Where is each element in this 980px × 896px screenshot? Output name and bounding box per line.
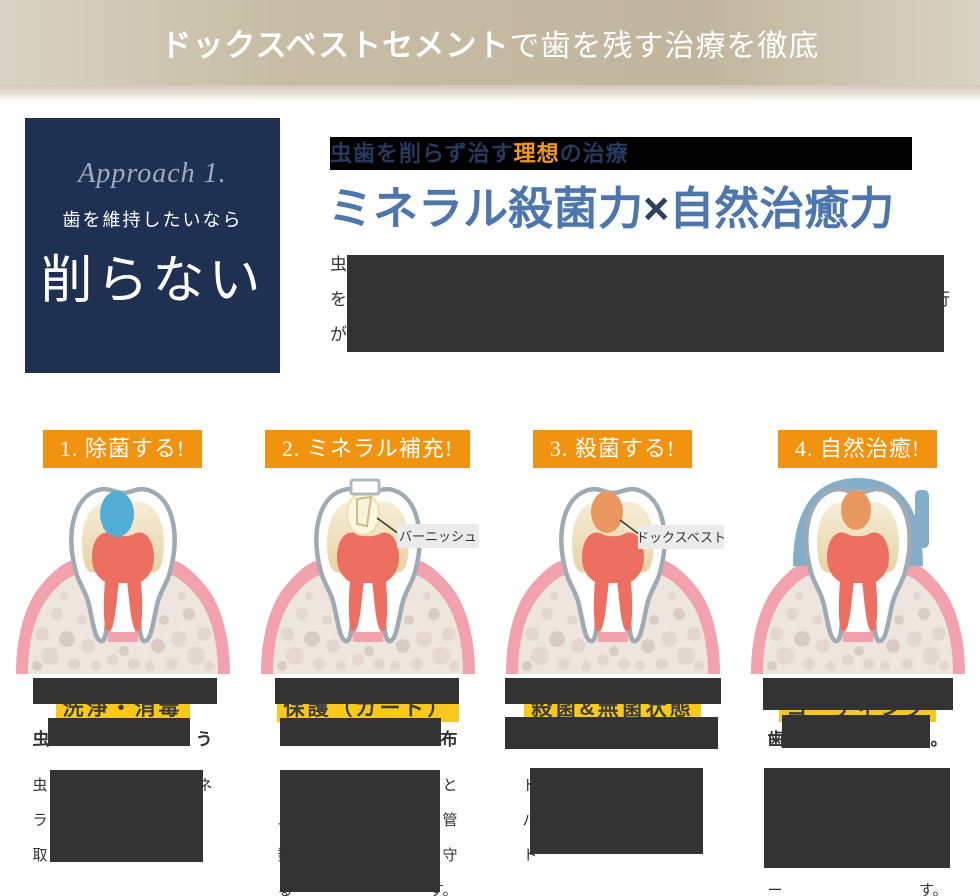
step-4-subline: 歯。 — [768, 726, 948, 754]
decay-blob — [99, 491, 134, 537]
fragment: パ — [522, 812, 538, 829]
fragment: と — [442, 777, 458, 794]
approach-badge: Approach 1. 歯を維持したいなら 削らない — [25, 118, 280, 373]
lead-title: ミネラル殺菌力×自然治癒力 — [328, 172, 968, 237]
redaction-block — [280, 718, 441, 746]
approach-number: Approach 1. — [78, 158, 227, 189]
step-1-label: 1. 除菌する! — [42, 430, 203, 468]
step-column-3: 3. 殺菌する! ドックスベスト 殺菌&無菌状態 ドー パス ト — [490, 420, 735, 896]
step-3-label: 3. 殺菌する! — [532, 430, 693, 468]
fragment: 虫 — [330, 255, 347, 274]
redaction-block — [347, 255, 944, 352]
step-column-4: 4. 自然治癒! コーティング 歯。 ト 分 小 ーす。 — [735, 420, 980, 896]
fragment: を — [330, 290, 347, 309]
step-4-paragraph: ト 分 小 ー す。 — [735, 768, 980, 896]
redaction-block — [763, 678, 953, 710]
fragment: 歯 — [767, 730, 785, 749]
fragment: ド — [522, 777, 538, 794]
coating-cap-edge — [914, 490, 929, 548]
fragment: ユ — [277, 812, 293, 829]
fragment: 。 — [930, 730, 948, 749]
varnish-wedge — [355, 495, 372, 528]
redaction-block — [48, 718, 190, 746]
step-4-label: 4. 自然治癒! — [777, 430, 938, 468]
fragment: 虫 — [32, 777, 48, 794]
callout-box — [637, 525, 724, 549]
banner-fade — [0, 85, 980, 102]
callout-label: ドックスベスト — [636, 530, 724, 545]
banner-title-rest: で歯を残す治療を徹底 — [509, 29, 820, 63]
lead-pre: 虫歯を削らず治す — [330, 141, 514, 166]
fragment: が — [330, 325, 347, 344]
lead-body-row: が — [330, 317, 950, 352]
fragment: 守 — [442, 847, 458, 864]
fragment: ト — [932, 777, 948, 794]
tooth-illustration-coating — [735, 474, 980, 679]
redaction-block — [530, 768, 703, 854]
approach-keyword: 削らない — [40, 253, 265, 310]
fragment: う — [195, 730, 213, 749]
step-2-paragraph: と ユ 管 数 守 る す。 — [245, 768, 490, 896]
tooth-illustration-cement: ドックスベスト — [490, 474, 735, 679]
lead-title-part2: 自然治癒力 — [669, 183, 895, 234]
fragment: 管 — [442, 812, 458, 829]
lead-body-row: 虫 — [330, 247, 950, 282]
fragment: 取 — [32, 847, 48, 864]
fragment: る — [277, 882, 293, 896]
step-2-label: 2. ミネラル補充! — [264, 430, 471, 468]
step-column-2: 2. ミネラル補充! バーニッシュ 保護（ガード） 布 と ユ管 数守 るす。 — [245, 420, 490, 896]
fragment: 分 — [767, 812, 783, 829]
fragment: 小 — [767, 847, 783, 864]
lead-emphasis: 理想 — [513, 141, 560, 166]
fragment: ラ — [32, 812, 48, 829]
varnish-tab — [349, 478, 380, 496]
fragment: 行 — [933, 290, 950, 309]
redaction-block — [782, 715, 930, 748]
fragment: ト — [522, 847, 538, 864]
redaction-block — [505, 678, 721, 704]
approach-subtitle: 歯を維持したいなら — [62, 210, 243, 230]
banner-title-bold: ドックスベストセメント — [160, 28, 510, 63]
fragment: 布 — [440, 730, 458, 749]
step-2-subline: 布 — [278, 726, 458, 754]
fragment: ー — [687, 777, 703, 794]
fragment: 数 — [277, 847, 293, 864]
fragment: す。 — [918, 882, 948, 896]
fragment: 虫 — [32, 730, 50, 749]
lead-title-part1: ミネラル殺菌力 — [328, 183, 644, 234]
lead-title-multiply: × — [643, 183, 670, 234]
callout-label: バーニッシュ — [398, 529, 476, 544]
step-column-1: 1. 除菌する! 洗浄・消毒 虫う 虫ネ ラ 取。 — [0, 420, 245, 896]
tooth-illustration-varnish: バーニッシュ — [245, 474, 490, 679]
redaction-block — [275, 678, 459, 704]
redaction-block — [505, 717, 718, 749]
callout-line — [376, 517, 399, 535]
lead-catchphrase: 虫歯を削らず治す理想の治療 — [330, 137, 912, 170]
callout-line — [619, 519, 640, 536]
tooth-illustration-decay — [0, 474, 245, 679]
fragment: す。 — [428, 882, 458, 896]
callout-box — [396, 524, 479, 548]
fragment: ー — [767, 882, 783, 896]
cement-blob — [590, 491, 623, 533]
lead-body-fragments: 虫 を行 が — [330, 247, 950, 352]
redaction-block — [33, 678, 217, 704]
cement-blob — [840, 490, 871, 530]
step-1-paragraph: 虫 ネ ラ 取 。 — [0, 768, 245, 873]
redaction-block — [50, 770, 203, 862]
lead-body-row: を行 — [330, 282, 950, 317]
fragment: 。 — [197, 847, 213, 864]
step-1-subline: 虫う — [33, 726, 213, 754]
redaction-block — [764, 768, 950, 868]
step-3-subline — [523, 726, 703, 754]
fragment: ネ — [197, 777, 213, 794]
page-title-banner: ドックスベストセメント で歯を残す治療を徹底 — [0, 0, 980, 85]
redaction-block — [280, 770, 440, 892]
fragment: ス — [687, 812, 703, 829]
step-3-paragraph: ド ー パ ス ト — [490, 768, 735, 873]
lead-post: の治療 — [559, 141, 629, 166]
